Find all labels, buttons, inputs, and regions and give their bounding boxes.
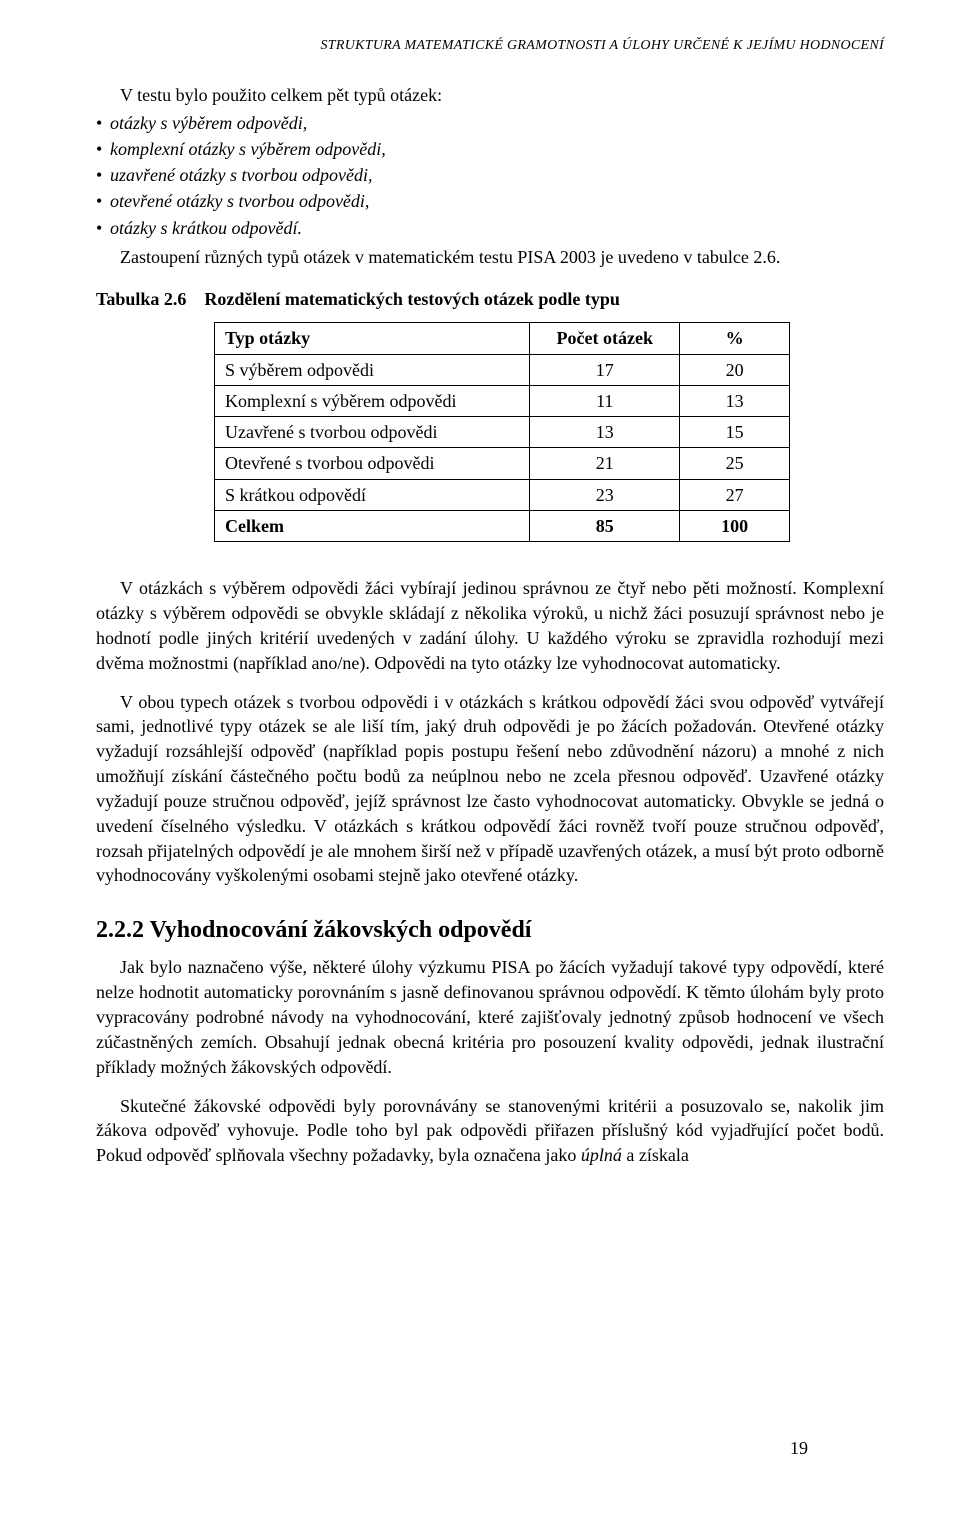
table-row: Uzavřené s tvorbou odpovědi 13 15 bbox=[215, 417, 790, 448]
table-cell: 17 bbox=[530, 354, 680, 385]
list-item: komplexní otázky s výběrem odpovědi, bbox=[96, 136, 884, 162]
list-item: otázky s krátkou odpovědí. bbox=[96, 215, 884, 241]
table-cell: 23 bbox=[530, 479, 680, 510]
table-cell: 21 bbox=[530, 448, 680, 479]
table-cell: 15 bbox=[680, 417, 790, 448]
table-total-row: Celkem 85 100 bbox=[215, 511, 790, 542]
body-paragraph: V otázkách s výběrem odpovědi žáci vybír… bbox=[96, 576, 884, 675]
list-item: uzavřené otázky s tvorbou odpovědi, bbox=[96, 162, 884, 188]
table-header: Typ otázky bbox=[215, 323, 530, 354]
table-cell: 20 bbox=[680, 354, 790, 385]
data-table: Typ otázky Počet otázek % S výběrem odpo… bbox=[214, 322, 790, 542]
table-caption: Tabulka 2.6 Rozdělení matematických test… bbox=[96, 287, 884, 312]
list-item: otázky s výběrem odpovědi, bbox=[96, 110, 884, 136]
table-cell: Komplexní s výběrem odpovědi bbox=[215, 385, 530, 416]
intro-paragraph: V testu bylo použito celkem pět typů otá… bbox=[96, 83, 884, 108]
subsection-number: 2.2.2 bbox=[96, 917, 144, 943]
table-cell: S krátkou odpovědí bbox=[215, 479, 530, 510]
body-paragraph: V obou typech otázek s tvorbou odpovědi … bbox=[96, 690, 884, 889]
table-header: % bbox=[680, 323, 790, 354]
bullet-list: otázky s výběrem odpovědi, komplexní otá… bbox=[96, 110, 884, 240]
after-list-paragraph: Zastoupení různých typů otázek v matemat… bbox=[96, 245, 884, 270]
table-cell: S výběrem odpovědi bbox=[215, 354, 530, 385]
table-cell: 85 bbox=[530, 511, 680, 542]
text-run: a získala bbox=[622, 1145, 689, 1165]
italic-term: úplná bbox=[581, 1145, 622, 1165]
table-cell: 25 bbox=[680, 448, 790, 479]
table-title: Rozdělení matematických testových otázek… bbox=[204, 287, 619, 312]
table-cell: Uzavřené s tvorbou odpovědi bbox=[215, 417, 530, 448]
table-cell: 100 bbox=[680, 511, 790, 542]
table-header-row: Typ otázky Počet otázek % bbox=[215, 323, 790, 354]
table-row: Komplexní s výběrem odpovědi 11 13 bbox=[215, 385, 790, 416]
body-paragraph: Skutečné žákovské odpovědi byly porovnáv… bbox=[96, 1094, 884, 1168]
table-cell: 13 bbox=[530, 417, 680, 448]
body-paragraph: Jak bylo naznačeno výše, některé úlohy v… bbox=[96, 955, 884, 1079]
table-cell: Celkem bbox=[215, 511, 530, 542]
page: { "running_head": "STRUKTURA MATEMATICKÉ… bbox=[96, 36, 884, 1487]
subsection-title: Vyhodnocování žákovských odpovědí bbox=[150, 917, 532, 943]
running-head: STRUKTURA MATEMATICKÉ GRAMOTNOSTI A ÚLOH… bbox=[96, 36, 884, 55]
subsection-heading: 2.2.2 Vyhodnocování žákovských odpovědí bbox=[96, 914, 884, 947]
table-cell: 11 bbox=[530, 385, 680, 416]
table-label: Tabulka 2.6 bbox=[96, 287, 186, 312]
table-cell: 13 bbox=[680, 385, 790, 416]
table-header: Počet otázek bbox=[530, 323, 680, 354]
table-row: S výběrem odpovědi 17 20 bbox=[215, 354, 790, 385]
table-cell: 27 bbox=[680, 479, 790, 510]
table-wrap: Typ otázky Počet otázek % S výběrem odpo… bbox=[214, 322, 884, 542]
table-row: S krátkou odpovědí 23 27 bbox=[215, 479, 790, 510]
text-run: Skutečné žákovské odpovědi byly porovnáv… bbox=[96, 1096, 884, 1166]
list-item: otevřené otázky s tvorbou odpovědi, bbox=[96, 188, 884, 214]
table-cell: Otevřené s tvorbou odpovědi bbox=[215, 448, 530, 479]
table-row: Otevřené s tvorbou odpovědi 21 25 bbox=[215, 448, 790, 479]
page-number: 19 bbox=[790, 1436, 808, 1461]
